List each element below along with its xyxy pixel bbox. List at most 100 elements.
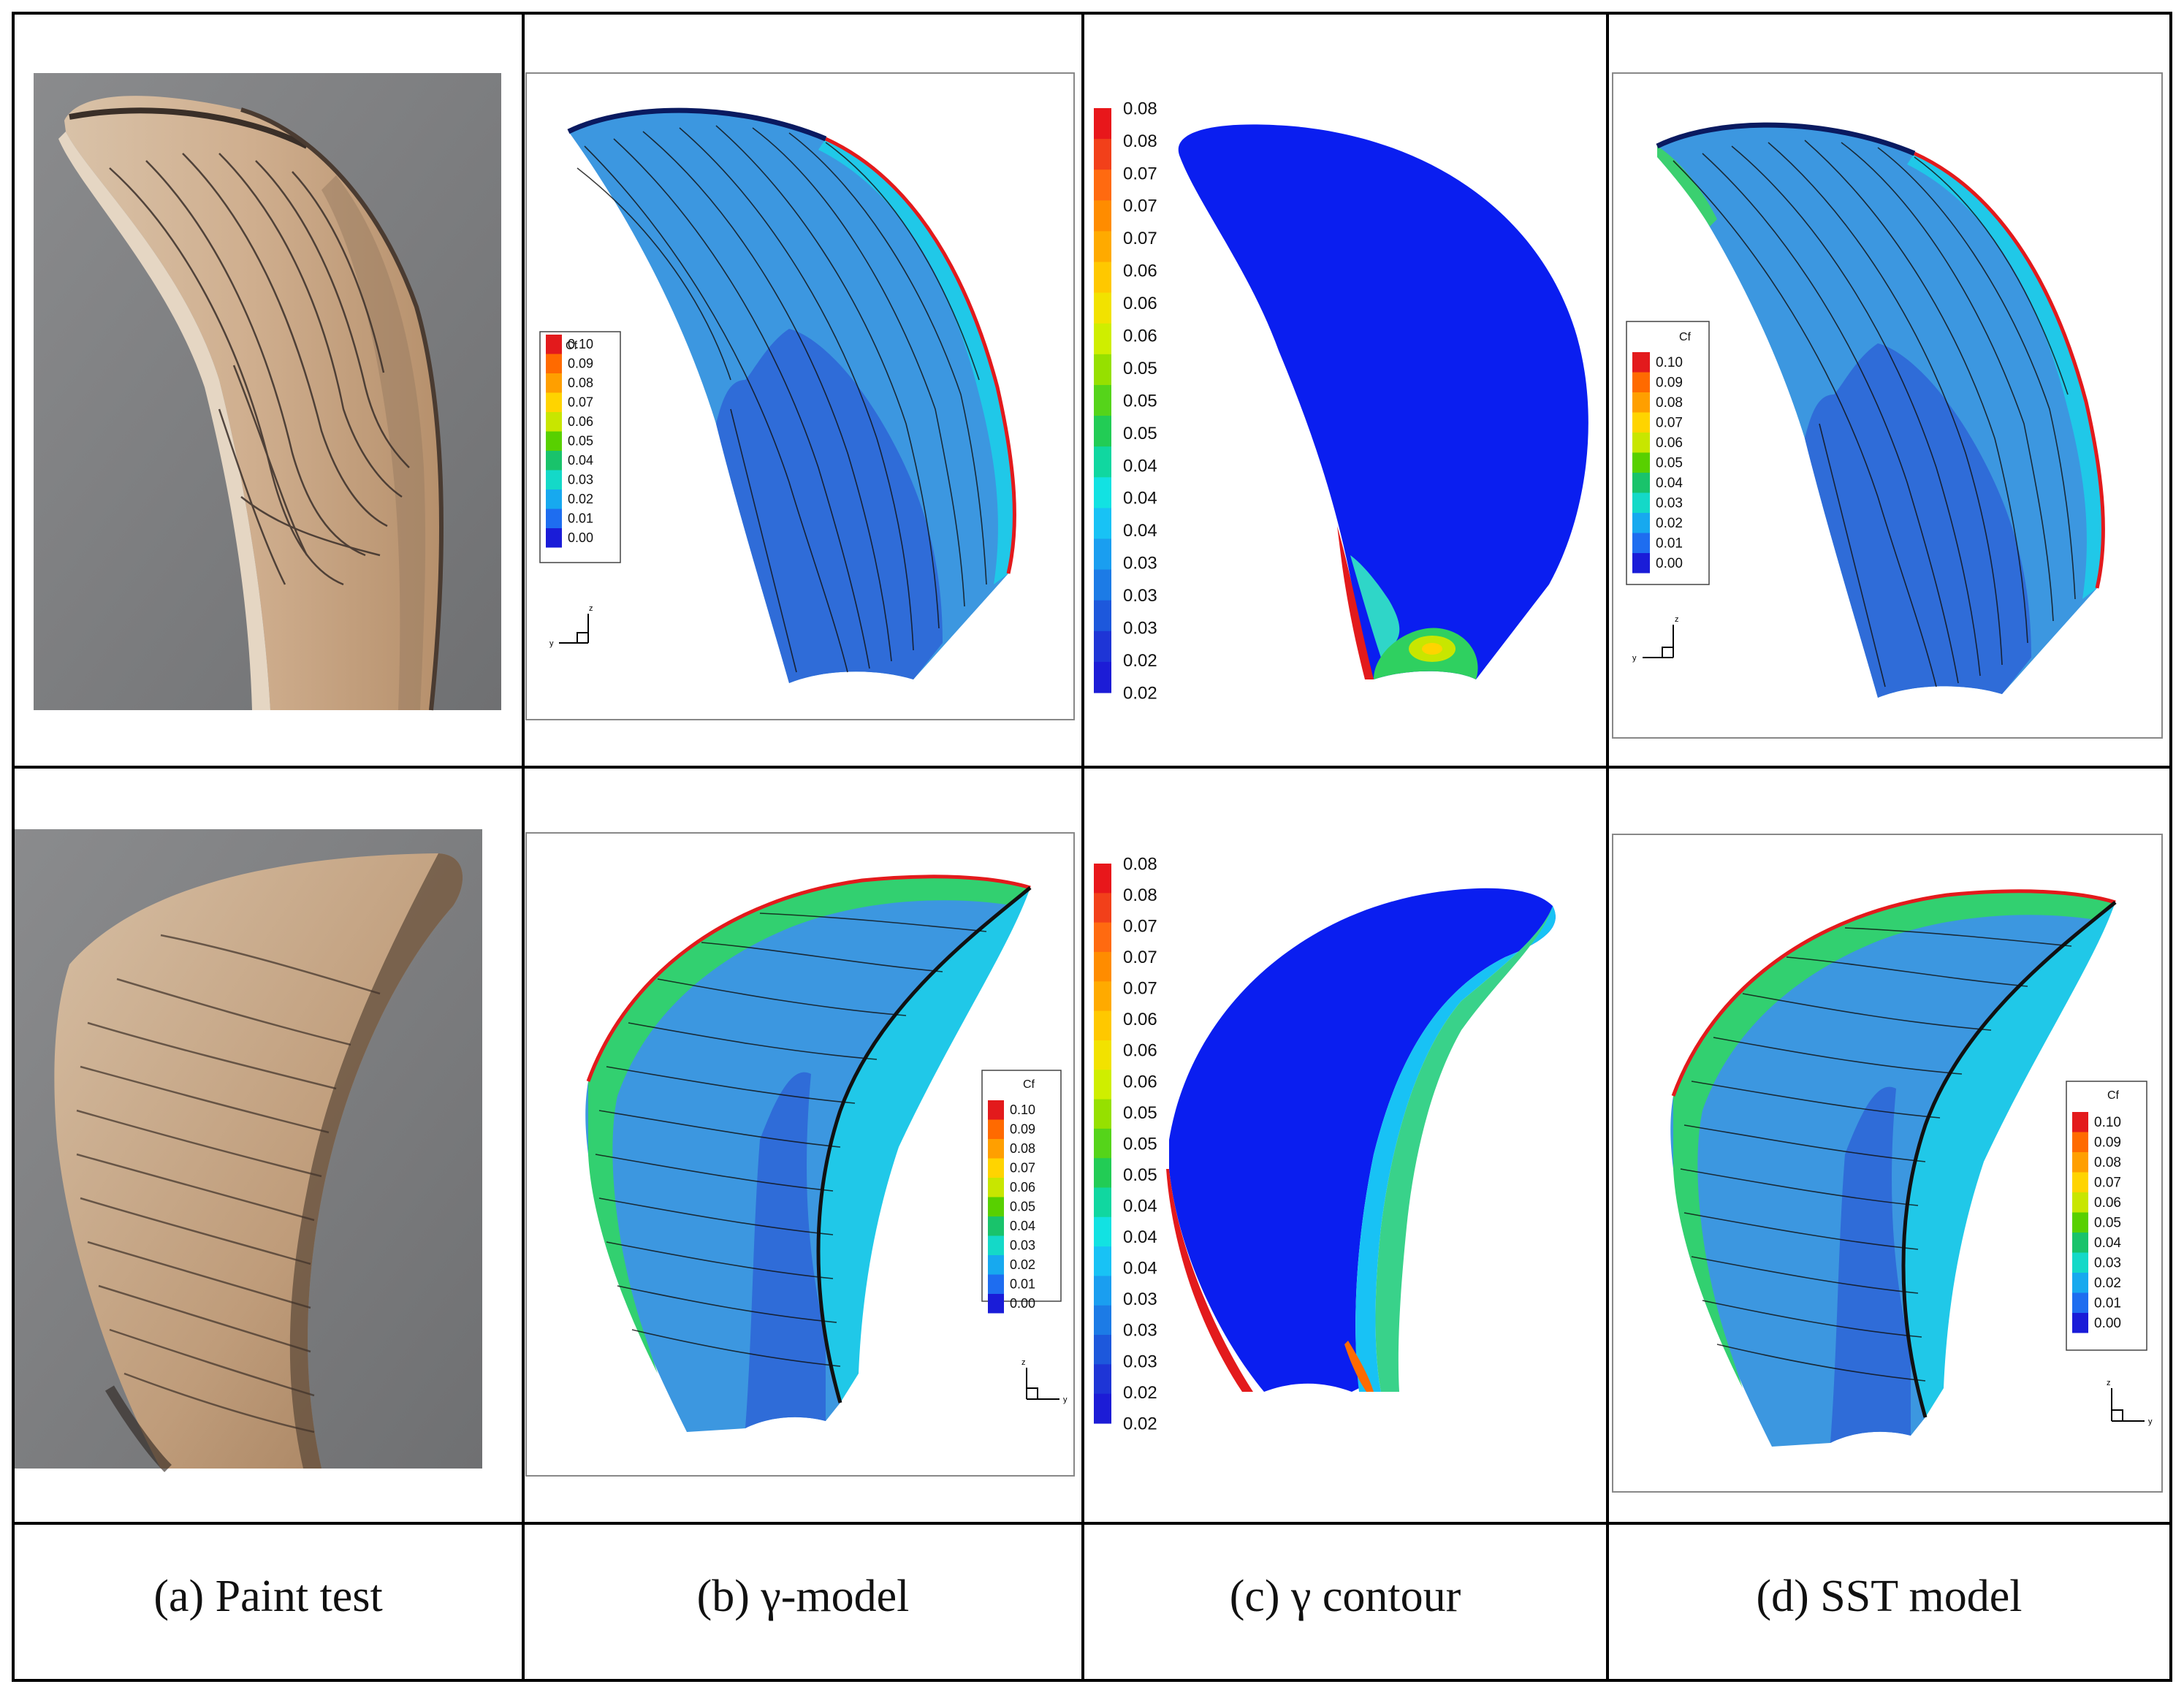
cf-legend-title: Cf xyxy=(1679,331,1692,343)
cf-legend-swatch xyxy=(546,392,562,412)
cf-legend-tick: 0.07 xyxy=(2094,1175,2121,1190)
cf-legend-tick: 0.05 xyxy=(2094,1215,2121,1230)
gamma-scale-tick: 0.07 xyxy=(1123,948,1157,967)
gamma-scale-tick: 0.07 xyxy=(1123,917,1157,937)
axis-label-y: y xyxy=(1063,1395,1068,1404)
cf-legend-tick: 0.00 xyxy=(568,530,593,545)
gamma-scale-tick: 0.04 xyxy=(1123,456,1157,476)
gamma-scale-swatch xyxy=(1094,323,1111,355)
cf-legend-swatch xyxy=(988,1158,1004,1178)
cf-legend-swatch xyxy=(1632,433,1650,453)
gamma-scale-tick: 0.05 xyxy=(1123,359,1157,378)
gamma-contour-panel-bottom: 0.08 0.08 0.07 0.07 0.07 0.06 0.06 0.06 0.05 0.05… xyxy=(1094,854,1556,1433)
caption-sst-model: (d) SST model xyxy=(1756,1572,2023,1621)
cf-legend-tick: 0.08 xyxy=(1010,1141,1035,1156)
cf-legend-tick: 0.00 xyxy=(2094,1316,2121,1331)
cf-legend-swatch xyxy=(546,470,562,490)
axis-label-z: z xyxy=(1021,1358,1026,1367)
cf-legend-swatch xyxy=(988,1216,1004,1236)
gamma-scale-swatch xyxy=(1094,1305,1111,1336)
gamma-scale-tick: 0.03 xyxy=(1123,1352,1157,1371)
cf-legend-tick: 0.03 xyxy=(1010,1238,1035,1253)
cf-legend-tick: 0.08 xyxy=(568,376,593,390)
cf-legend-tick: 0.00 xyxy=(1010,1296,1035,1311)
cf-legend-swatches: 0.10 0.09 0.08 0.07 0.06 0.05 0.04 0.03 0.02 0.01… xyxy=(2072,1112,2121,1333)
cf-legend-tick: 0.02 xyxy=(1656,516,1683,531)
cf-legend-tick: 0.02 xyxy=(2094,1276,2121,1291)
gamma-scale-tick: 0.06 xyxy=(1123,327,1157,346)
axis-triad-d-top: z y xyxy=(1632,615,1679,663)
cf-legend-swatch xyxy=(988,1178,1004,1197)
gamma-scale-swatch xyxy=(1094,139,1111,170)
gamma-scale-swatch xyxy=(1094,1216,1111,1247)
cf-legend-tick: 0.05 xyxy=(1656,455,1683,471)
gamma-scale-tick: 0.04 xyxy=(1123,489,1157,508)
gamma-scale-tick: 0.05 xyxy=(1123,1134,1157,1154)
table-grid xyxy=(12,12,2172,1682)
gamma-scale-swatch xyxy=(1094,1246,1111,1277)
cf-legend-swatch xyxy=(1632,553,1650,574)
gamma-scale-tick: 0.07 xyxy=(1123,979,1157,999)
cf-legend-swatch xyxy=(546,508,562,528)
gamma-scale-swatch xyxy=(1094,231,1111,263)
gamma-scale-swatch xyxy=(1094,1158,1111,1189)
axis-label-z: z xyxy=(589,604,593,613)
gamma-scale-swatch xyxy=(1094,200,1111,232)
axis-triad-d-bottom: z y xyxy=(2107,1379,2153,1426)
cf-legend-swatch xyxy=(546,412,562,432)
gamma-scale-swatch xyxy=(1094,1128,1111,1159)
cf-legend-tick: 0.04 xyxy=(568,453,593,468)
cf-legend-tick: 0.02 xyxy=(1010,1257,1035,1272)
cf-legend-swatch xyxy=(1632,412,1650,433)
cf-legend-swatch xyxy=(1632,533,1650,553)
cf-legend-swatch xyxy=(2072,1212,2088,1233)
cf-legend-swatch xyxy=(988,1139,1004,1159)
cf-legend-b-bottom: Cf 0.100.090.080.070.060.050.040.030.020… xyxy=(981,1070,1062,1314)
cf-legend-tick: 0.04 xyxy=(1656,476,1683,491)
cf-legend-tick: 0.07 xyxy=(568,395,593,410)
axis-triad-b-top: z y xyxy=(549,604,593,648)
cf-legend-tick: 0.01 xyxy=(2094,1295,2121,1311)
cf-legend-swatch xyxy=(546,354,562,373)
caption-gamma-contour: (c) γ contour xyxy=(1229,1572,1461,1621)
gamma-scale-swatch xyxy=(1094,1276,1111,1306)
gamma-scale-swatch xyxy=(1094,893,1111,923)
gamma-model-panel-bottom: Cf 0.100.090.080.070.060.050.040.030.020… xyxy=(525,832,1075,1477)
cf-legend-swatch xyxy=(2072,1313,2088,1333)
gamma-scale-swatch xyxy=(1094,416,1111,447)
axis-triad-b-bottom: z y xyxy=(1021,1358,1068,1404)
cf-legend-swatch xyxy=(546,373,562,393)
gamma-scale-swatch xyxy=(1094,600,1111,632)
cf-legend-swatch xyxy=(988,1197,1004,1216)
cf-legend-swatch xyxy=(2072,1273,2088,1293)
cf-legend-swatch xyxy=(1632,473,1650,493)
gamma-scale-tick: 0.03 xyxy=(1123,554,1157,574)
cf-legend-tick: 0.10 xyxy=(1656,355,1683,370)
cf-legend-swatch xyxy=(1632,513,1650,533)
gamma-scale-tick: 0.04 xyxy=(1123,1227,1157,1247)
cf-legend-swatches: 0.10 0.09 0.08 0.07 0.06 0.05 0.04 0.03 0.02 0.01… xyxy=(988,1100,1035,1314)
axis-label-y: y xyxy=(549,639,554,648)
cf-legend-tick: 0.06 xyxy=(1656,435,1683,451)
cf-legend-swatch xyxy=(2072,1233,2088,1253)
cf-legend-swatch xyxy=(1632,392,1650,413)
cf-legend-tick: 0.03 xyxy=(568,473,593,487)
cf-legend-swatch xyxy=(2072,1252,2088,1273)
gamma-scale-tick: 0.03 xyxy=(1123,1321,1157,1341)
gamma-scale-swatch xyxy=(1094,508,1111,540)
gamma-scale-swatch xyxy=(1094,569,1111,601)
cf-legend-swatch xyxy=(1632,492,1650,513)
caption-paint-test: (a) Paint test xyxy=(153,1572,383,1621)
cf-legend-swatch xyxy=(988,1100,1004,1120)
gamma-scale-swatch xyxy=(1094,1335,1111,1365)
gamma-scale-swatch xyxy=(1094,170,1111,201)
cf-legend-swatches: 0.10 0.09 0.08 0.07 0.06 0.05 0.04 0.03 0.02 0.01… xyxy=(1632,352,1683,574)
cf-legend-swatch xyxy=(546,335,562,354)
gamma-scale-tick: 0.03 xyxy=(1123,619,1157,639)
gamma-scale-swatch xyxy=(1094,1364,1111,1395)
cf-legend-tick: 0.04 xyxy=(1010,1219,1035,1233)
cf-legend-swatch xyxy=(2072,1152,2088,1173)
gamma-scale-tick: 0.02 xyxy=(1123,651,1157,671)
cf-legend-tick: 0.06 xyxy=(2094,1195,2121,1211)
